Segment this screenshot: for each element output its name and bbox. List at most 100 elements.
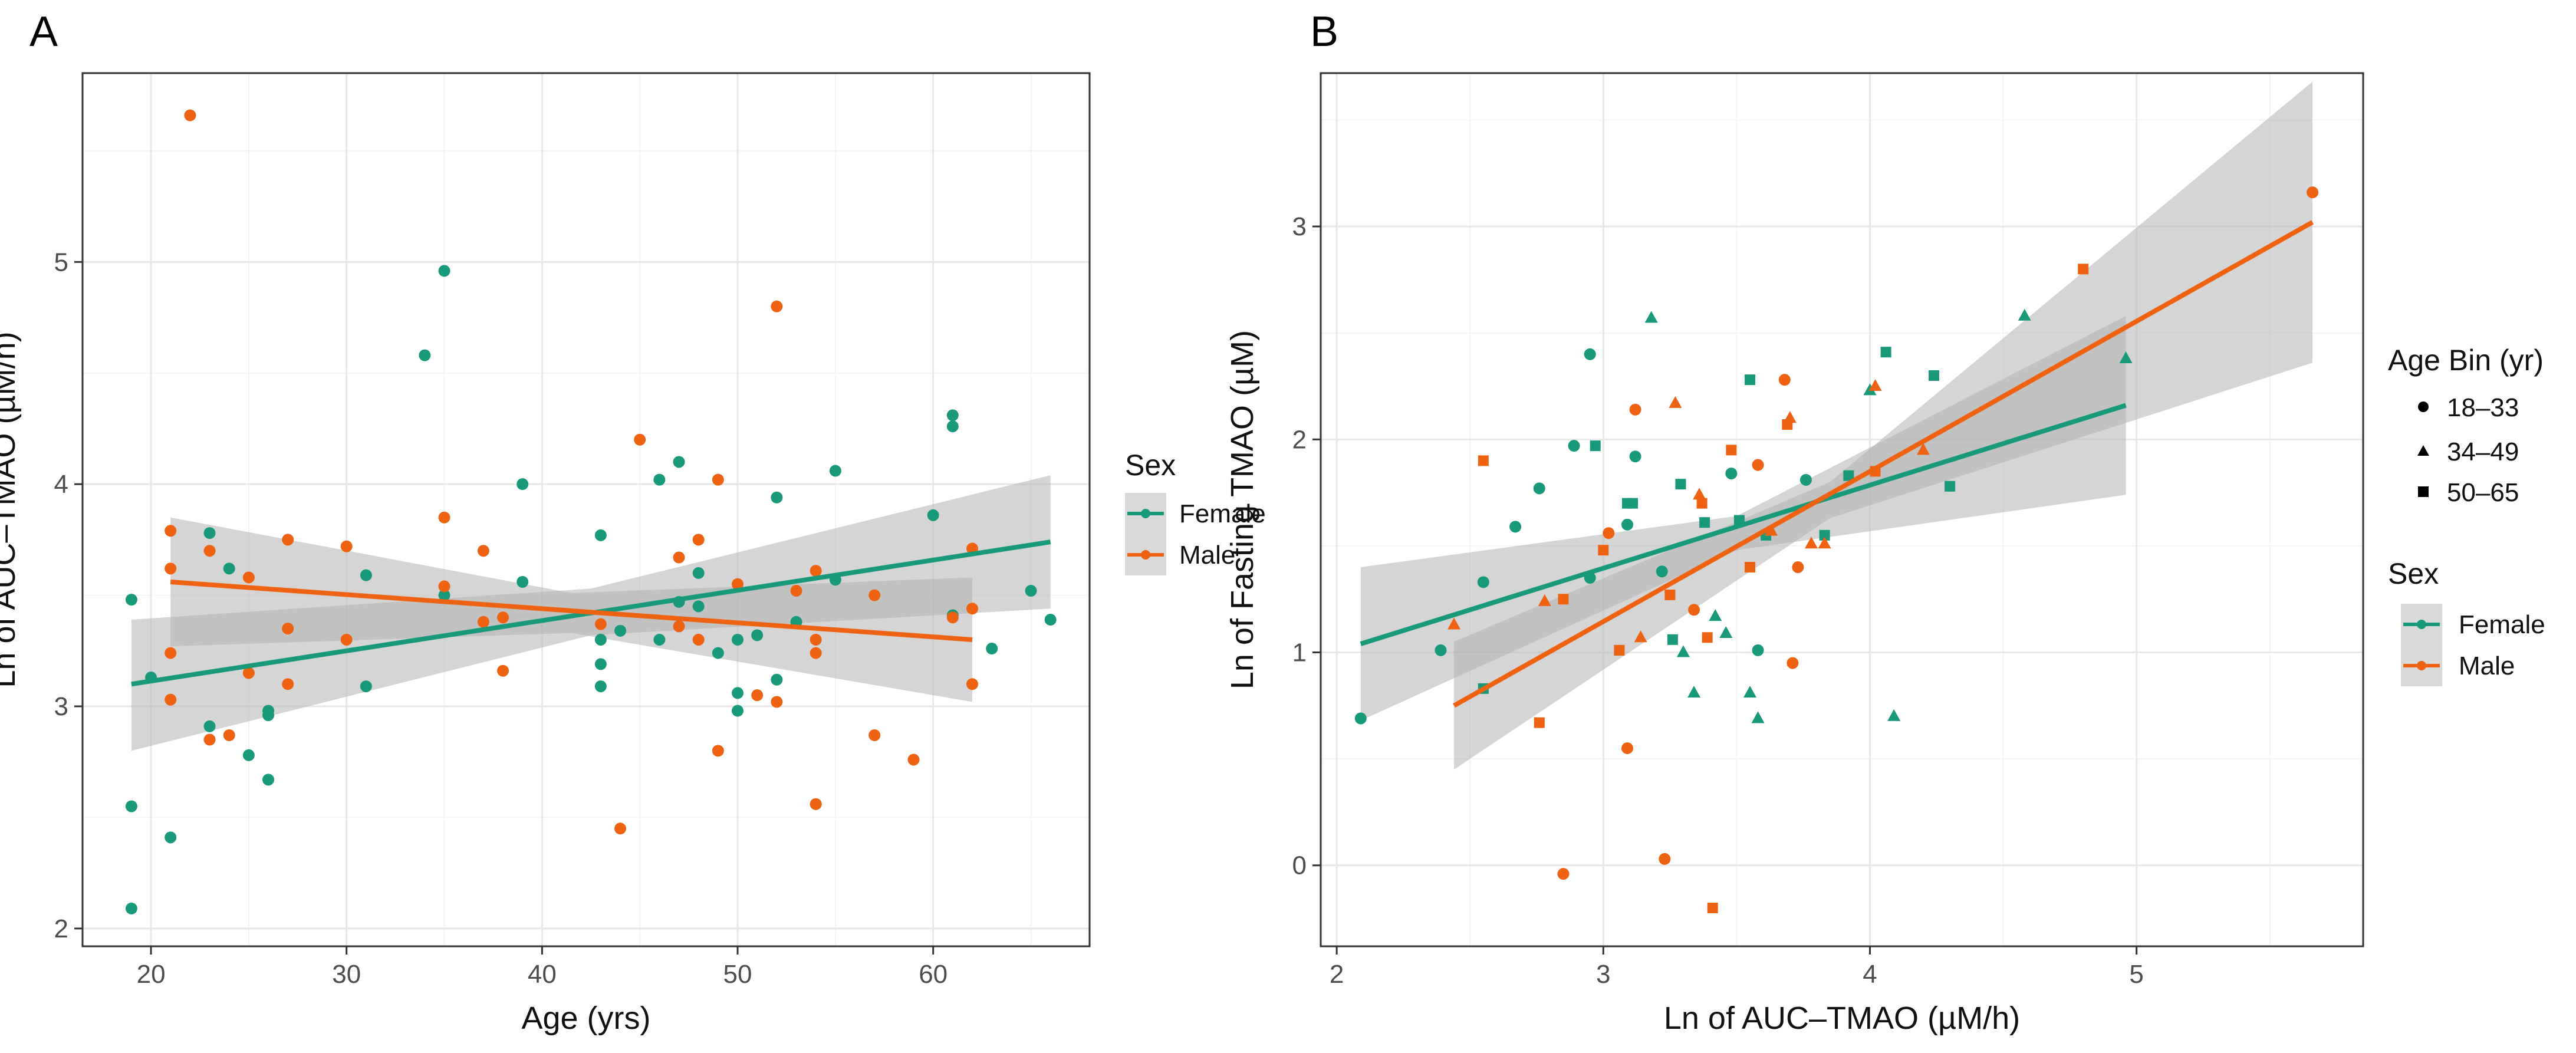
data-point-male [1558, 594, 1569, 605]
x-tick-label: 2 [1330, 960, 1344, 989]
panel-a-points [125, 109, 1057, 914]
data-point-male [966, 678, 979, 690]
legend-male-label: Male [1179, 541, 1235, 570]
panel-b-tag: B [1310, 8, 1338, 55]
data-point-female [1843, 470, 1854, 481]
data-point-male [1669, 396, 1682, 408]
data-point-male [751, 689, 764, 702]
data-point-female [125, 902, 137, 914]
data-point-female [1354, 712, 1367, 725]
data-point-female [1656, 565, 1668, 578]
fit-line-female [1360, 403, 2127, 646]
legend-age-bin: Age Bin (yr) 18–33 34–49 50–65 [2388, 344, 2544, 507]
data-point-male [1765, 524, 1778, 536]
y-tick-label: 2 [1292, 425, 1307, 454]
legend-female-item-b: Female [2401, 604, 2545, 645]
data-point-female [203, 527, 216, 539]
data-point-female [1745, 374, 1755, 386]
data-point-female [614, 624, 627, 637]
panel-b-x-axis-title: Ln of AUC–TMAO (µM/h) [1664, 1001, 2020, 1036]
data-point-female [732, 705, 744, 717]
data-point-female [653, 633, 666, 646]
legend-male-label-b: Male [2459, 651, 2515, 680]
data-point-female [262, 774, 275, 786]
data-point-male [1778, 374, 1791, 386]
x-tick-label: 50 [723, 960, 752, 989]
data-point-male [614, 822, 627, 835]
data-point-female [1752, 644, 1764, 656]
data-point-male [184, 109, 196, 121]
data-point-female [829, 465, 841, 477]
data-point-female [2018, 308, 2031, 321]
data-point-female [692, 600, 705, 613]
data-point-male [1752, 459, 1764, 471]
legend-sex-title: Sex [1125, 449, 1176, 482]
data-point-male [810, 565, 822, 577]
x-tick-label: 4 [1863, 960, 1877, 989]
data-point-male [712, 745, 724, 757]
legend-age-label-2: 34–49 [2447, 437, 2519, 466]
data-point-male [1696, 498, 1708, 509]
data-point-female [1627, 498, 1639, 509]
data-point-female [1675, 479, 1686, 490]
data-point-female [946, 409, 959, 422]
data-point-male [732, 578, 744, 590]
data-point-male [1868, 379, 1882, 391]
data-point-female [360, 680, 372, 693]
data-point-male [946, 611, 959, 624]
data-point-male [340, 540, 353, 552]
data-point-male [1634, 630, 1647, 643]
data-point-male [203, 545, 216, 557]
data-point-male [966, 603, 979, 615]
data-point-male [1614, 644, 1625, 656]
data-point-male [282, 623, 294, 635]
legend-male-key-point [1141, 550, 1150, 560]
data-point-male [1621, 742, 1633, 755]
data-point-male [203, 733, 216, 746]
data-point-male [868, 729, 881, 741]
data-point-male [790, 585, 802, 597]
legend-age-item-2: 34–49 [2417, 437, 2519, 466]
legend-male-item: Male [1125, 534, 1235, 575]
data-point-male [1659, 853, 1671, 865]
data-point-female [1699, 517, 1710, 528]
data-point-male [1478, 455, 1489, 466]
legend-age-item-3: 50–65 [2418, 478, 2519, 507]
data-point-male [907, 753, 920, 766]
data-point-female [1568, 440, 1580, 452]
data-point-male [477, 545, 489, 557]
legend-sex-title-b: Sex [2388, 557, 2439, 590]
data-point-male [594, 618, 607, 630]
panel-a-tag: A [29, 8, 58, 55]
data-point-male [242, 571, 255, 584]
panel-b-y-axis-title: Ln of Fasting TMAO (µM) [1225, 330, 1260, 689]
data-point-male [497, 664, 509, 677]
data-point-female [594, 680, 607, 693]
data-point-male [692, 534, 705, 546]
x-tick-label: 30 [332, 960, 361, 989]
legend-female-item: Female [1125, 493, 1266, 534]
data-point-female [771, 491, 783, 504]
data-point-female [1044, 614, 1057, 626]
data-point-female [242, 749, 255, 761]
data-point-male [282, 534, 294, 546]
data-point-female [360, 569, 372, 581]
x-tick-label: 20 [137, 960, 166, 989]
data-point-female [1590, 440, 1601, 452]
legend-female-label-b: Female [2459, 610, 2545, 639]
data-point-male [438, 580, 450, 593]
data-point-male [1783, 411, 1797, 423]
data-point-female [1751, 711, 1765, 723]
x-tick-label: 3 [1596, 960, 1610, 989]
data-point-male [165, 525, 177, 537]
data-point-female [1709, 609, 1722, 621]
panel-a-ticks: 20 30 40 50 60 2 3 4 5 [54, 248, 948, 989]
data-point-male [282, 678, 294, 690]
data-point-female [946, 420, 959, 433]
data-point-female [751, 629, 764, 641]
data-point-male [165, 693, 177, 706]
data-point-male [1447, 617, 1461, 630]
panel-a: A 20 30 40 50 60 2 3 4 5 Age (yrs) Ln of AUC–TMA… [0, 8, 1091, 1036]
data-point-female [1719, 626, 1733, 639]
